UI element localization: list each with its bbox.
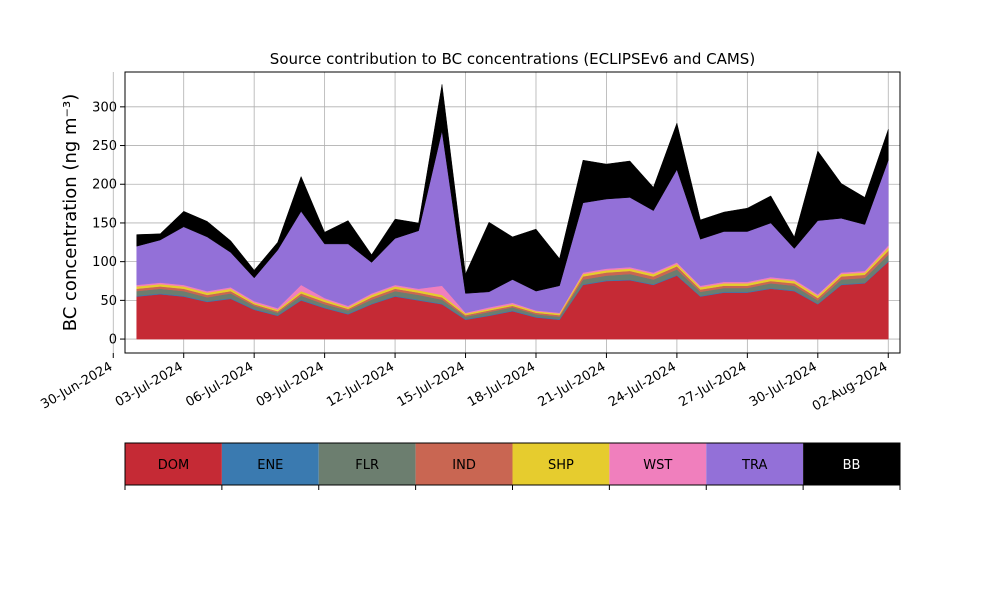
y-tick-label: 200 — [92, 178, 117, 193]
legend-colorbar: DOM ENE FLR IND SHP WST TRA BB — [124, 442, 901, 490]
x-tick-label: 21-Jul-2024 — [536, 359, 609, 410]
plot-frame — [124, 71, 901, 354]
legend-swatch-wst — [609, 443, 707, 485]
y-tick-label: 100 — [92, 255, 117, 270]
legend-label: WST — [643, 458, 672, 473]
x-tick-label: 03-Jul-2024 — [113, 359, 186, 410]
x-tick-label: 09-Jul-2024 — [254, 359, 327, 410]
y-tick-label: 0 — [109, 333, 117, 348]
legend-swatch-dom — [125, 443, 222, 485]
chart-title: Source contribution to BC concentrations… — [270, 50, 755, 68]
x-tick-label: 27-Jul-2024 — [677, 359, 750, 410]
y-tick-label: 250 — [92, 139, 117, 154]
legend-label: DOM — [158, 458, 189, 473]
x-tick-label: 30-Jun-2024 — [38, 359, 115, 412]
legend-label: ENE — [257, 458, 283, 473]
y-tick-label: 150 — [92, 216, 117, 231]
legend-swatch-flr — [318, 443, 416, 485]
x-tick-label: 06-Jul-2024 — [183, 359, 256, 410]
x-axis: 30-Jun-202403-Jul-202406-Jul-202409-Jul-… — [38, 353, 890, 415]
x-tick-label: 02-Aug-2024 — [810, 359, 890, 414]
x-tick-label: 15-Jul-2024 — [395, 359, 468, 410]
y-tick-label: 300 — [92, 100, 117, 115]
legend-swatch-ene — [221, 443, 319, 485]
legend-label: FLR — [355, 458, 379, 473]
area-bb — [136, 84, 889, 294]
y-axis: 0 50 100 150 200 250 300 — [92, 100, 125, 348]
legend-label: SHP — [548, 458, 574, 473]
y-tick-label: 50 — [100, 294, 117, 309]
y-axis-label: BC concentration (ng m⁻³) — [60, 94, 81, 332]
legend-label: IND — [452, 458, 476, 473]
legend-swatch-bb — [803, 443, 900, 485]
stacked-areas — [136, 84, 889, 340]
legend-swatch-tra — [706, 443, 804, 485]
x-tick-label: 24-Jul-2024 — [606, 359, 679, 410]
legend-swatch-ind — [415, 443, 513, 485]
legend-label: BB — [843, 458, 861, 473]
x-tick-label: 18-Jul-2024 — [465, 359, 538, 410]
legend-label: TRA — [741, 458, 767, 473]
legend-swatch-shp — [512, 443, 610, 485]
x-tick-label: 12-Jul-2024 — [324, 359, 397, 410]
x-tick-label: 30-Jul-2024 — [747, 359, 820, 410]
